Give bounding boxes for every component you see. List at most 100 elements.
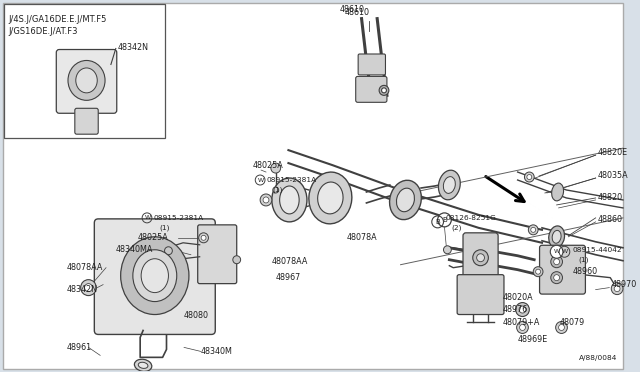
Text: 48342N: 48342N <box>67 285 98 294</box>
Ellipse shape <box>438 170 460 200</box>
Circle shape <box>554 275 559 280</box>
Circle shape <box>81 280 96 296</box>
Ellipse shape <box>552 183 564 201</box>
FancyBboxPatch shape <box>358 54 385 75</box>
Ellipse shape <box>121 237 189 314</box>
Circle shape <box>556 321 568 333</box>
Text: 48080: 48080 <box>184 311 209 320</box>
Circle shape <box>554 259 559 265</box>
Circle shape <box>516 321 529 333</box>
Text: B: B <box>435 219 440 225</box>
Text: 48610: 48610 <box>339 5 364 14</box>
Text: 48860: 48860 <box>598 215 623 224</box>
Circle shape <box>536 269 541 274</box>
FancyBboxPatch shape <box>3 3 623 369</box>
Text: (1): (1) <box>578 256 589 263</box>
Ellipse shape <box>390 180 421 219</box>
Text: 48961: 48961 <box>67 343 92 352</box>
Text: 48970: 48970 <box>611 280 637 289</box>
Circle shape <box>516 302 529 317</box>
Circle shape <box>477 254 484 262</box>
FancyBboxPatch shape <box>198 225 237 283</box>
Ellipse shape <box>548 226 564 248</box>
Circle shape <box>273 187 278 193</box>
Text: B: B <box>442 217 447 223</box>
Circle shape <box>551 256 563 268</box>
Circle shape <box>524 172 534 182</box>
FancyBboxPatch shape <box>94 219 215 334</box>
Circle shape <box>611 283 623 295</box>
Circle shape <box>84 283 92 292</box>
Text: 48020A: 48020A <box>503 293 534 302</box>
Circle shape <box>519 306 526 313</box>
Circle shape <box>529 225 538 235</box>
Text: 48078A: 48078A <box>347 233 378 242</box>
Ellipse shape <box>134 359 152 371</box>
Text: 08126-8251G: 08126-8251G <box>445 215 496 221</box>
Circle shape <box>520 324 525 330</box>
Text: 08915-44042: 08915-44042 <box>572 247 622 253</box>
Circle shape <box>444 246 451 254</box>
Text: 48342N: 48342N <box>118 43 148 52</box>
Text: W: W <box>561 249 568 254</box>
Text: 48079+A: 48079+A <box>503 318 540 327</box>
Text: J/4S.J/GA16DE.E.J/MT.F5: J/4S.J/GA16DE.E.J/MT.F5 <box>8 15 107 24</box>
Text: 08915-2381A: 08915-2381A <box>267 177 317 183</box>
FancyBboxPatch shape <box>75 108 98 134</box>
Text: W: W <box>145 215 151 220</box>
Circle shape <box>263 197 269 203</box>
Ellipse shape <box>138 362 148 368</box>
Text: 48079: 48079 <box>559 318 585 327</box>
FancyBboxPatch shape <box>457 275 504 314</box>
Ellipse shape <box>280 186 299 214</box>
FancyBboxPatch shape <box>540 245 586 294</box>
Ellipse shape <box>317 182 343 214</box>
Circle shape <box>198 233 209 243</box>
FancyBboxPatch shape <box>356 76 387 102</box>
Ellipse shape <box>444 177 455 193</box>
Text: 48025A: 48025A <box>252 161 283 170</box>
Circle shape <box>559 324 564 330</box>
Text: 48340M: 48340M <box>200 347 232 356</box>
Circle shape <box>164 247 172 255</box>
Text: 48969E: 48969E <box>518 335 548 344</box>
Ellipse shape <box>141 259 168 293</box>
Text: 48610: 48610 <box>344 8 369 17</box>
Text: A/88/0084: A/88/0084 <box>579 355 617 361</box>
Circle shape <box>531 227 536 232</box>
Ellipse shape <box>552 230 561 243</box>
Text: 48025A: 48025A <box>137 233 168 242</box>
Text: 48976: 48976 <box>503 305 528 314</box>
Circle shape <box>527 174 532 180</box>
Text: W: W <box>554 249 560 254</box>
Ellipse shape <box>76 68 97 93</box>
Text: J/GS16DE.J/AT.F3: J/GS16DE.J/AT.F3 <box>8 26 78 36</box>
FancyBboxPatch shape <box>463 233 498 283</box>
Text: 48820E: 48820E <box>598 148 628 157</box>
FancyBboxPatch shape <box>4 4 164 138</box>
Text: (2): (2) <box>451 225 462 231</box>
Ellipse shape <box>68 61 105 100</box>
Text: W: W <box>258 177 264 183</box>
Text: 48078AA: 48078AA <box>272 257 308 266</box>
Text: 48035A: 48035A <box>598 170 628 180</box>
Text: 08915-2381A: 08915-2381A <box>154 215 204 221</box>
Text: (1): (1) <box>273 187 284 193</box>
Ellipse shape <box>396 188 415 212</box>
Ellipse shape <box>133 250 177 302</box>
Text: 48078AA: 48078AA <box>67 263 104 272</box>
Circle shape <box>473 250 488 266</box>
Circle shape <box>271 163 280 173</box>
Text: 48340MA: 48340MA <box>116 245 153 254</box>
Text: 48820: 48820 <box>598 193 623 202</box>
Circle shape <box>438 213 451 227</box>
Ellipse shape <box>309 172 352 224</box>
Circle shape <box>201 235 206 240</box>
Text: (1): (1) <box>159 225 170 231</box>
Ellipse shape <box>272 178 307 222</box>
Circle shape <box>614 286 620 292</box>
Circle shape <box>551 272 563 283</box>
Text: 48960: 48960 <box>572 267 597 276</box>
Circle shape <box>533 267 543 277</box>
Circle shape <box>260 194 272 206</box>
